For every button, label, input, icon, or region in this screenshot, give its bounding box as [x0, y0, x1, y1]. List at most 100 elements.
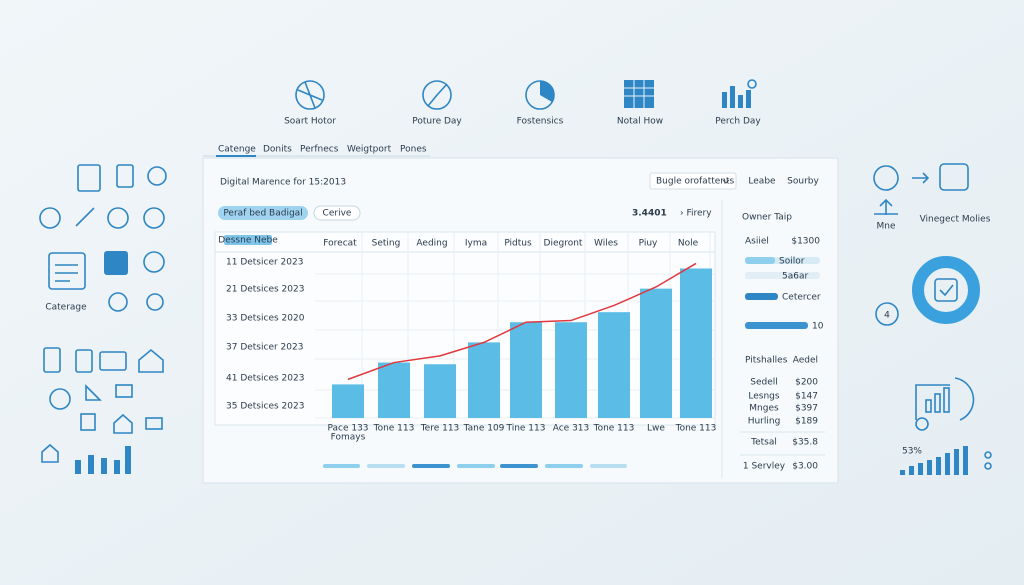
icon — [984, 462, 992, 470]
scroll-segment — [500, 464, 538, 468]
progress-label: 10 — [812, 322, 824, 332]
tab[interactable]: Catenge — [218, 145, 256, 155]
icon — [108, 292, 128, 312]
bar — [680, 268, 712, 418]
icon — [900, 470, 905, 475]
tab[interactable]: Weigtport — [347, 145, 392, 155]
progress-label: Soilor — [779, 257, 805, 267]
icon — [954, 449, 959, 475]
side-label: Sedell — [750, 378, 778, 388]
icon — [624, 80, 654, 108]
side-label: Mnges — [749, 404, 779, 414]
icon — [422, 80, 452, 110]
side-label: Tetsal — [750, 438, 777, 448]
bar — [332, 384, 364, 418]
x-label: Tere 113 — [420, 424, 460, 434]
right-icons — [873, 163, 992, 475]
column-header: Piuy — [639, 239, 658, 249]
icon — [41, 443, 59, 463]
icon — [99, 351, 127, 371]
x-label: Tone 113 — [675, 424, 717, 434]
scroll-segment — [367, 464, 405, 468]
icon — [939, 284, 954, 297]
x-label: Pace 133 — [327, 424, 368, 434]
bar — [378, 362, 410, 418]
side-value: $3.00 — [792, 462, 818, 472]
chart-badge — [224, 235, 272, 245]
icon — [746, 90, 751, 108]
link[interactable]: Leabe — [748, 177, 776, 187]
column-header: Aeding — [416, 239, 447, 249]
dashboard-title: Digital Marence for 15:2013 — [220, 178, 346, 188]
side-label: 1 Servley — [743, 462, 786, 472]
icon — [88, 455, 94, 474]
bar — [640, 288, 672, 418]
donut — [912, 256, 980, 324]
dropdown-text: Bugle orofattents — [656, 177, 735, 187]
column-header: Seting — [372, 239, 401, 249]
icon — [107, 207, 129, 229]
icon — [116, 164, 134, 188]
row-label: 33 Detsices 2020 — [226, 314, 305, 324]
row-label: 11 Detsicer 2023 — [226, 258, 303, 268]
icon — [143, 207, 165, 229]
side-label: Asiiel — [745, 237, 769, 247]
icon — [138, 348, 164, 373]
icon — [915, 417, 929, 431]
icon-label: Poture Day — [412, 117, 462, 127]
icon — [295, 80, 325, 110]
side-title: Owner Taip — [742, 213, 792, 223]
pill-active[interactable] — [218, 206, 308, 220]
icon — [873, 165, 899, 191]
tab[interactable]: Perfnecs — [300, 145, 339, 155]
icon — [730, 86, 735, 108]
x-label: Ace 313 — [553, 424, 590, 434]
side-value: $189 — [795, 417, 818, 427]
link[interactable]: Sourby — [787, 177, 819, 187]
icon — [75, 460, 81, 474]
icon — [114, 460, 120, 474]
x-label: Fomays — [331, 433, 366, 443]
scroll-segment — [412, 464, 450, 468]
top-icons — [295, 79, 757, 110]
column-header: Wiles — [594, 239, 618, 249]
tab[interactable]: Pones — [400, 145, 427, 155]
icon — [77, 164, 101, 192]
icon — [297, 81, 323, 109]
chart-badge-text: Dessne Nebe — [218, 236, 278, 246]
dropdown[interactable] — [649, 172, 737, 190]
side-value: $1300 — [791, 237, 820, 247]
row-label: 41 Detsices 2023 — [226, 374, 304, 384]
bar — [468, 342, 500, 418]
side-value: $147 — [795, 392, 818, 402]
icon — [875, 302, 899, 326]
icon — [912, 172, 930, 184]
icon — [115, 384, 133, 398]
row-label: 35 Detsices 2023 — [226, 402, 304, 412]
icon — [75, 349, 93, 373]
percent-label: 53% — [902, 447, 922, 457]
row-label: 37 Detsicer 2023 — [226, 343, 303, 353]
icon-label: Vinegect Molies — [920, 215, 991, 225]
side-label: Hurling — [748, 417, 781, 427]
column-header: Forecat — [323, 239, 357, 249]
pill[interactable] — [313, 205, 361, 221]
bar — [598, 312, 630, 418]
icon — [125, 446, 131, 474]
progress — [745, 293, 778, 300]
icon-label: Perch Day — [715, 117, 761, 127]
icon — [722, 92, 727, 108]
side-value: $397 — [795, 404, 818, 414]
icon — [934, 393, 941, 413]
bar — [510, 322, 542, 418]
column-header: Pidtus — [504, 239, 532, 249]
icon — [48, 252, 86, 290]
scroll-segment — [323, 464, 360, 468]
icon — [101, 458, 107, 474]
tab[interactable]: Donits — [263, 145, 292, 155]
icon — [85, 384, 102, 401]
x-label: Tone 113 — [593, 424, 635, 434]
left-icons — [39, 164, 167, 474]
